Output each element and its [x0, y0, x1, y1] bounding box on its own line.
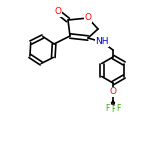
Text: NH: NH: [95, 38, 109, 46]
Text: O: O: [110, 87, 117, 96]
Text: O: O: [54, 8, 61, 16]
Text: F: F: [111, 105, 115, 114]
Text: F: F: [106, 104, 110, 113]
Text: O: O: [84, 14, 92, 22]
Text: F: F: [116, 104, 120, 113]
